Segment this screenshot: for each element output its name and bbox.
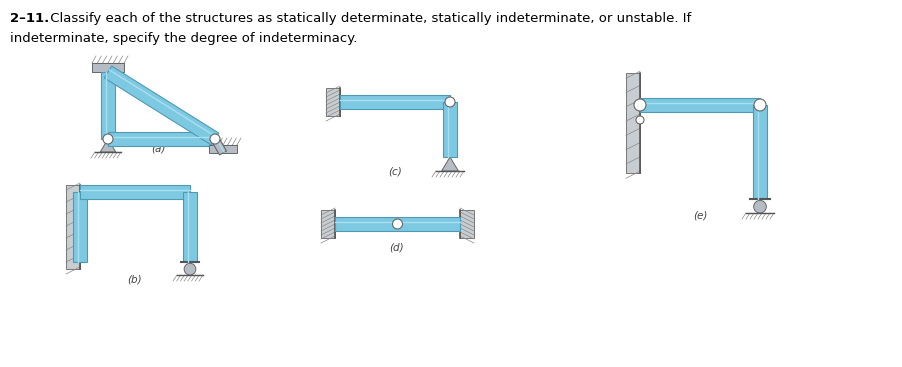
Circle shape: [753, 200, 766, 213]
Bar: [326, 88, 340, 116]
Bar: [66, 185, 80, 269]
Polygon shape: [335, 217, 459, 231]
Text: indeterminate, specify the degree of indeterminacy.: indeterminate, specify the degree of ind…: [10, 32, 357, 45]
Circle shape: [392, 219, 402, 229]
Circle shape: [210, 134, 220, 144]
Circle shape: [445, 97, 455, 107]
Bar: [459, 210, 474, 238]
Text: Classify each of the structures as statically determinate, statically indetermin: Classify each of the structures as stati…: [46, 12, 691, 25]
Circle shape: [633, 99, 645, 111]
Polygon shape: [101, 72, 115, 139]
Bar: [208, 145, 236, 153]
Text: 2–11.: 2–11.: [10, 12, 50, 25]
Circle shape: [103, 134, 113, 144]
Polygon shape: [183, 192, 197, 262]
Polygon shape: [340, 95, 449, 109]
Bar: [320, 210, 335, 238]
Polygon shape: [752, 105, 766, 199]
Circle shape: [753, 99, 765, 111]
Polygon shape: [441, 157, 458, 171]
Text: (e): (e): [692, 211, 706, 221]
Bar: [92, 63, 124, 72]
Text: (a): (a): [151, 144, 165, 154]
Circle shape: [184, 263, 196, 275]
Text: (c): (c): [388, 167, 401, 177]
Polygon shape: [73, 192, 87, 262]
Text: (b): (b): [127, 275, 143, 285]
Polygon shape: [104, 66, 218, 145]
Text: (d): (d): [390, 243, 404, 253]
Bar: [625, 73, 640, 173]
Polygon shape: [100, 139, 115, 152]
Polygon shape: [211, 137, 226, 155]
Polygon shape: [640, 98, 759, 112]
Polygon shape: [80, 185, 189, 199]
Polygon shape: [443, 102, 456, 157]
Circle shape: [635, 116, 643, 124]
Polygon shape: [108, 132, 215, 146]
